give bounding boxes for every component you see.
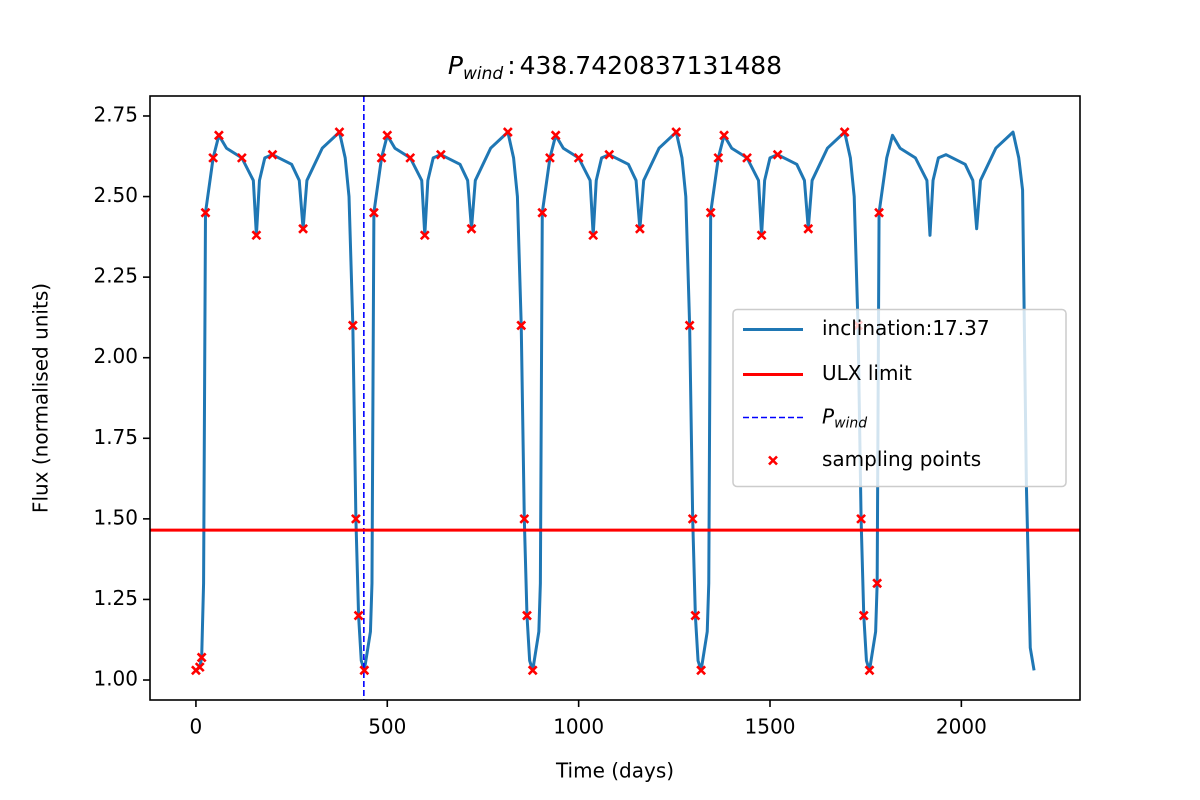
sampling-point bbox=[705, 207, 716, 218]
sampling-point bbox=[719, 130, 729, 141]
x-tick-label: 2000 bbox=[936, 715, 987, 739]
sampling-point bbox=[696, 665, 707, 676]
sampling-point bbox=[368, 207, 379, 218]
sampling-point bbox=[756, 230, 767, 241]
sampling-point bbox=[671, 127, 682, 138]
sampling-point bbox=[298, 223, 309, 234]
sampling-point bbox=[772, 149, 783, 160]
legend-label: ULX limit bbox=[822, 361, 912, 385]
sampling-point bbox=[839, 127, 850, 138]
y-tick-label: 2.75 bbox=[93, 102, 138, 126]
sampling-point bbox=[856, 513, 867, 524]
sampling-point bbox=[803, 223, 814, 234]
sampling-point bbox=[196, 652, 207, 663]
title-separator: : bbox=[507, 51, 515, 80]
legend-label: sampling points bbox=[822, 447, 981, 471]
sampling-point bbox=[522, 610, 532, 621]
sampling-point bbox=[236, 152, 247, 163]
title-symbol: P bbox=[448, 51, 464, 80]
y-tick-label: 2.50 bbox=[93, 183, 138, 207]
sampling-point bbox=[519, 513, 530, 524]
x-tick-label: 0 bbox=[190, 715, 203, 739]
sampling-point bbox=[267, 149, 278, 160]
y-tick-label: 1.75 bbox=[93, 425, 138, 449]
sampling-point bbox=[713, 152, 724, 163]
sampling-point bbox=[604, 149, 615, 160]
title-subscript: wind bbox=[463, 64, 503, 84]
sampling-point bbox=[684, 320, 695, 331]
sampling-point bbox=[516, 320, 527, 331]
legend-label: inclination:17.37 bbox=[822, 316, 990, 340]
sampling-point bbox=[573, 152, 584, 163]
legend-box bbox=[732, 308, 1067, 488]
sampling-point bbox=[334, 127, 345, 138]
sampling-point bbox=[690, 610, 701, 621]
axes-frame bbox=[149, 95, 1081, 701]
sampling-point bbox=[742, 152, 752, 163]
x-tick-label: 500 bbox=[368, 715, 406, 739]
y-tick-label: 2.00 bbox=[93, 344, 138, 368]
sampling-point bbox=[545, 152, 555, 163]
sampling-point bbox=[353, 610, 364, 621]
x-tick-label: 1500 bbox=[745, 715, 796, 739]
sampling-point bbox=[588, 230, 599, 241]
sampling-point bbox=[634, 223, 645, 234]
sampling-point bbox=[864, 665, 875, 676]
title-value: 438.7420837131488 bbox=[520, 51, 782, 80]
sampling-point bbox=[435, 149, 446, 160]
sampling-point bbox=[550, 130, 561, 141]
legend-symbol: P bbox=[822, 404, 835, 428]
sampling-point bbox=[376, 152, 387, 163]
sampling-point bbox=[200, 207, 211, 218]
sampling-point bbox=[502, 127, 513, 138]
legend-marker-swatch bbox=[768, 455, 778, 466]
sampling-point bbox=[872, 578, 883, 589]
chart-title: Pwind:438.7420837131488 bbox=[448, 51, 782, 84]
sampling-point bbox=[527, 665, 538, 676]
sampling-point bbox=[359, 665, 370, 676]
legend-subscript: wind bbox=[834, 416, 867, 432]
x-axis-label: Time (days) bbox=[555, 759, 674, 783]
legend-label: Pwind bbox=[822, 404, 867, 432]
y-axis-label: Flux (normalised units) bbox=[29, 283, 53, 513]
sampling-point bbox=[208, 152, 219, 163]
sampling-point bbox=[858, 610, 869, 621]
y-tick-label: 1.50 bbox=[93, 505, 138, 529]
y-tick-label: 1.00 bbox=[93, 667, 138, 691]
sampling-point bbox=[350, 513, 361, 524]
y-tick-label: 1.25 bbox=[93, 586, 138, 610]
sampling-point bbox=[251, 230, 262, 241]
sampling-point bbox=[874, 207, 884, 218]
y-tick-label: 2.25 bbox=[93, 264, 138, 288]
x-tick-label: 1000 bbox=[553, 715, 604, 739]
sampling-point bbox=[537, 207, 548, 218]
sampling-point bbox=[347, 320, 358, 331]
sampling-point bbox=[419, 230, 430, 241]
sampling-point bbox=[213, 130, 224, 141]
sampling-point bbox=[382, 130, 393, 141]
sampling-point bbox=[687, 513, 698, 524]
sampling-point bbox=[466, 223, 477, 234]
legend: inclination:17.37 ULX limit Pwind sampling … bbox=[732, 308, 1067, 488]
sampling-point bbox=[194, 662, 205, 673]
sampling-point bbox=[405, 152, 416, 163]
